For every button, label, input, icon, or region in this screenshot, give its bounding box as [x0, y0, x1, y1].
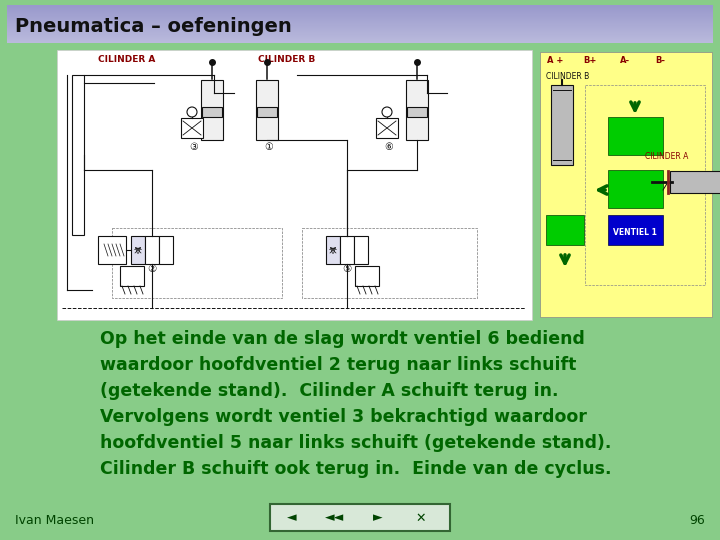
Bar: [7, 29, 713, 30]
Bar: [7, 8, 713, 9]
Bar: [159, 236, 173, 264]
Bar: [7, 30, 713, 31]
Bar: [7, 42, 713, 43]
Text: Op het einde van de slag wordt ventiel 6 bediend: Op het einde van de slag wordt ventiel 6…: [100, 330, 585, 348]
Bar: [407, 107, 427, 117]
Text: ⑤: ⑤: [343, 264, 351, 274]
Bar: [7, 13, 713, 14]
Bar: [302, 228, 477, 298]
Bar: [7, 11, 713, 12]
Text: ►: ►: [373, 511, 383, 524]
Bar: [7, 38, 713, 39]
Bar: [7, 32, 713, 33]
Text: Cilinder B schuift ook terug in.  Einde van de cyclus.: Cilinder B schuift ook terug in. Einde v…: [100, 460, 611, 478]
Bar: [7, 12, 713, 13]
Bar: [7, 18, 713, 19]
Bar: [7, 17, 713, 18]
Text: ①: ①: [265, 142, 274, 152]
Bar: [7, 34, 713, 35]
Bar: [355, 266, 379, 286]
Bar: [7, 27, 713, 28]
Bar: [7, 31, 713, 32]
Text: Pneumatica – oefeningen: Pneumatica – oefeningen: [15, 17, 292, 36]
Text: B+: B+: [583, 56, 597, 65]
Bar: [181, 118, 203, 138]
Text: waardoor hoofdventiel 2 terug naar links schuift: waardoor hoofdventiel 2 terug naar links…: [100, 356, 577, 374]
Bar: [202, 107, 222, 117]
Bar: [72, 75, 84, 235]
Bar: [551, 85, 573, 165]
Bar: [540, 52, 712, 317]
Bar: [608, 170, 663, 208]
Bar: [608, 117, 663, 155]
Bar: [7, 10, 713, 11]
Text: B-: B-: [655, 56, 665, 65]
Text: hoofdventiel 5 naar links schuift (getekende stand).: hoofdventiel 5 naar links schuift (getek…: [100, 434, 611, 452]
Bar: [57, 50, 532, 320]
Bar: [7, 40, 713, 41]
Bar: [98, 236, 126, 264]
Bar: [201, 80, 223, 140]
Text: (getekende stand).  Cilinder A schuift terug in.: (getekende stand). Cilinder A schuift te…: [100, 382, 559, 400]
Bar: [7, 16, 713, 17]
Bar: [608, 215, 663, 245]
Text: 96: 96: [689, 514, 705, 526]
Text: VENTIEL 1: VENTIEL 1: [613, 228, 657, 237]
Bar: [120, 266, 144, 286]
Bar: [7, 14, 713, 15]
Bar: [145, 236, 159, 264]
Bar: [7, 39, 713, 40]
Bar: [670, 171, 720, 193]
Bar: [7, 15, 713, 16]
Bar: [256, 80, 278, 140]
Bar: [270, 504, 450, 531]
Bar: [7, 41, 713, 42]
Text: ③: ③: [189, 142, 199, 152]
Bar: [7, 22, 713, 23]
Bar: [7, 21, 713, 22]
Bar: [7, 28, 713, 29]
Text: A-: A-: [620, 56, 630, 65]
Bar: [7, 24, 713, 25]
Bar: [7, 23, 713, 24]
Bar: [131, 236, 145, 264]
Bar: [340, 236, 354, 264]
Bar: [7, 33, 713, 34]
Bar: [7, 6, 713, 7]
Bar: [7, 20, 713, 21]
Text: CILINDER A: CILINDER A: [99, 55, 156, 64]
Text: ✕: ✕: [415, 511, 426, 524]
Bar: [354, 236, 368, 264]
Text: CILINDER A: CILINDER A: [645, 152, 688, 161]
Circle shape: [382, 107, 392, 117]
Text: ◄◄: ◄◄: [325, 511, 345, 524]
Bar: [7, 7, 713, 8]
Text: ⑥: ⑥: [384, 142, 393, 152]
Bar: [326, 236, 340, 264]
Text: ◄: ◄: [287, 511, 297, 524]
Text: CILINDER B: CILINDER B: [546, 72, 589, 81]
Bar: [112, 228, 282, 298]
Bar: [7, 26, 713, 27]
Bar: [546, 215, 584, 245]
Text: Vervolgens wordt ventiel 3 bekrachtigd waardoor: Vervolgens wordt ventiel 3 bekrachtigd w…: [100, 408, 587, 426]
Bar: [7, 19, 713, 20]
Bar: [257, 107, 277, 117]
Bar: [376, 118, 398, 138]
Text: Ivan Maesen: Ivan Maesen: [15, 514, 94, 526]
Bar: [7, 37, 713, 38]
Bar: [7, 5, 713, 6]
Bar: [406, 80, 428, 140]
Text: ②: ②: [148, 264, 157, 274]
Text: A +: A +: [546, 56, 563, 65]
Bar: [7, 25, 713, 26]
Bar: [7, 9, 713, 10]
Bar: [7, 35, 713, 36]
Text: CILINDER B: CILINDER B: [258, 55, 315, 64]
Bar: [7, 36, 713, 37]
Bar: [585, 85, 705, 285]
Circle shape: [187, 107, 197, 117]
